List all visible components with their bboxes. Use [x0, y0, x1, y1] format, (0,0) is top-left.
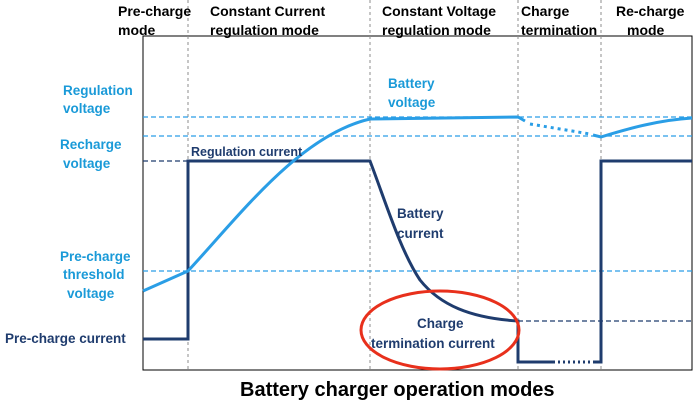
label-termination-current-2: termination current	[371, 336, 495, 351]
mode-header-recharge-line1: Re-charge	[616, 3, 685, 19]
label-precharge-current: Pre-charge current	[5, 331, 126, 346]
label-precharge-threshold-1: Pre-charge	[60, 249, 131, 264]
label-regulation-voltage-1: Regulation	[63, 83, 133, 98]
diagram-caption: Battery charger operation modes	[240, 379, 555, 401]
mode-header-cv-line1: Constant Voltage	[382, 3, 496, 19]
current-reference-lines	[143, 160, 692, 322]
mode-header-recharge-line2: mode	[627, 22, 665, 38]
battery-current-curve	[143, 159, 692, 364]
mode-header-cc-line1: Constant Current	[210, 3, 325, 19]
label-precharge-threshold-2: threshold	[63, 267, 125, 282]
mode-header-precharge-line1: Pre-charge	[118, 3, 191, 19]
label-recharge-voltage-1: Recharge	[60, 137, 122, 152]
voltage-segment-main	[142, 115, 526, 293]
current-segment-recharge	[593, 159, 692, 364]
voltage-segment-recharge	[592, 116, 693, 139]
mode-dividers	[187, 0, 602, 370]
mode-header-termination-line2: termination	[521, 22, 597, 38]
termination-highlight-ellipse	[359, 289, 521, 371]
battery-voltage-curve	[142, 115, 693, 293]
label-battery-current-2: current	[397, 226, 444, 241]
mode-header-termination-line1: Charge	[521, 3, 569, 19]
label-battery-current-1: Battery	[397, 206, 444, 221]
label-regulation-voltage-2: voltage	[63, 101, 111, 116]
label-battery-voltage-2: voltage	[388, 95, 436, 110]
mode-header-cv-line2: regulation mode	[382, 22, 491, 38]
current-segment-main	[143, 159, 555, 364]
label-regulation-current: Regulation current	[191, 145, 303, 159]
label-battery-voltage-1: Battery	[388, 76, 435, 91]
label-termination-current-1: Charge	[417, 316, 464, 331]
mode-header-precharge-line2: mode	[118, 22, 156, 38]
plot-frame	[142, 35, 693, 371]
voltage-reference-lines	[143, 116, 692, 272]
label-recharge-voltage-2: voltage	[63, 156, 111, 171]
label-precharge-threshold-3: voltage	[67, 286, 115, 301]
voltage-segment-gap	[529, 122, 591, 136]
mode-header-cc-line2: regulation mode	[210, 22, 319, 38]
